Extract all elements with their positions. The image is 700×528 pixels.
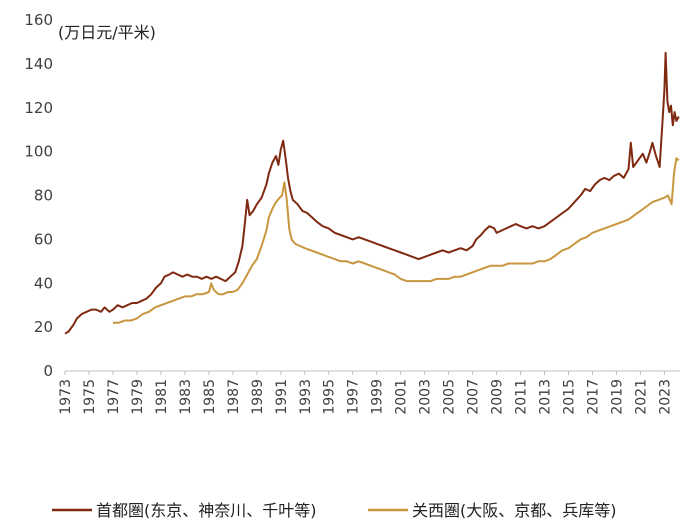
x-axis: 1973 1975 1977 1979 1981 1983 1985 1987 1989 1991… xyxy=(58,370,680,415)
x-tick-label: 2013 xyxy=(538,379,554,415)
x-tick-label: 2005 xyxy=(442,379,458,415)
x-tick-label: 1975 xyxy=(82,379,98,415)
y-tick-label: 160 xyxy=(24,11,53,29)
y-tick-label: 20 xyxy=(34,318,53,336)
x-tick-label: 2021 xyxy=(633,379,649,415)
y-tick-label: 60 xyxy=(34,230,53,248)
y-tick-label: 120 xyxy=(24,99,53,117)
x-tick-label: 2003 xyxy=(418,379,434,415)
legend: 首都圏(东京、神奈川、千叶等) 关西圏(大阪、京都、兵库等) xyxy=(52,501,617,520)
x-tick-label: 1987 xyxy=(226,379,242,415)
x-tick-label: 2011 xyxy=(514,379,530,415)
x-tick-label: 1981 xyxy=(154,379,170,415)
x-tick-label: 2009 xyxy=(490,379,506,415)
series-line-tokyo-area xyxy=(64,51,680,335)
y-axis: 0 20 40 60 80 100 120 140 160 xyxy=(24,11,53,380)
y-tick-label: 80 xyxy=(34,187,53,205)
x-tick-label: 1977 xyxy=(106,379,122,415)
x-tick-label: 1973 xyxy=(58,379,74,415)
y-tick-label: 100 xyxy=(24,143,53,161)
x-tick-label: 1999 xyxy=(370,379,386,415)
x-tick-label: 1979 xyxy=(130,379,146,415)
x-tick-label: 2001 xyxy=(394,379,410,415)
x-tick-label: 1991 xyxy=(274,379,290,415)
x-tick-label: 2007 xyxy=(466,379,482,415)
y-tick-label: 40 xyxy=(34,274,53,292)
series-line-kansai-area xyxy=(113,157,680,324)
x-tick-label: 1985 xyxy=(202,379,218,415)
x-tick-label: 1983 xyxy=(178,379,194,415)
unit-label: (万日元/平米) xyxy=(58,23,156,42)
x-tick-label: 2019 xyxy=(609,379,625,415)
y-tick-label: 140 xyxy=(24,55,53,73)
x-tick-label: 1995 xyxy=(322,379,338,415)
x-tick-label: 1993 xyxy=(298,379,314,415)
legend-label-kansai-area: 关西圏(大阪、京都、兵库等) xyxy=(412,501,617,520)
x-tick-label: 2023 xyxy=(657,379,673,415)
x-tick-label: 2017 xyxy=(585,379,601,415)
x-tick-label: 2015 xyxy=(562,379,578,415)
y-tick-label: 0 xyxy=(43,362,53,380)
x-tick-label: 1997 xyxy=(346,379,362,415)
series-lines xyxy=(64,51,680,335)
x-tick-label: 1989 xyxy=(250,379,266,415)
legend-label-tokyo-area: 首都圏(东京、神奈川、千叶等) xyxy=(96,501,317,520)
